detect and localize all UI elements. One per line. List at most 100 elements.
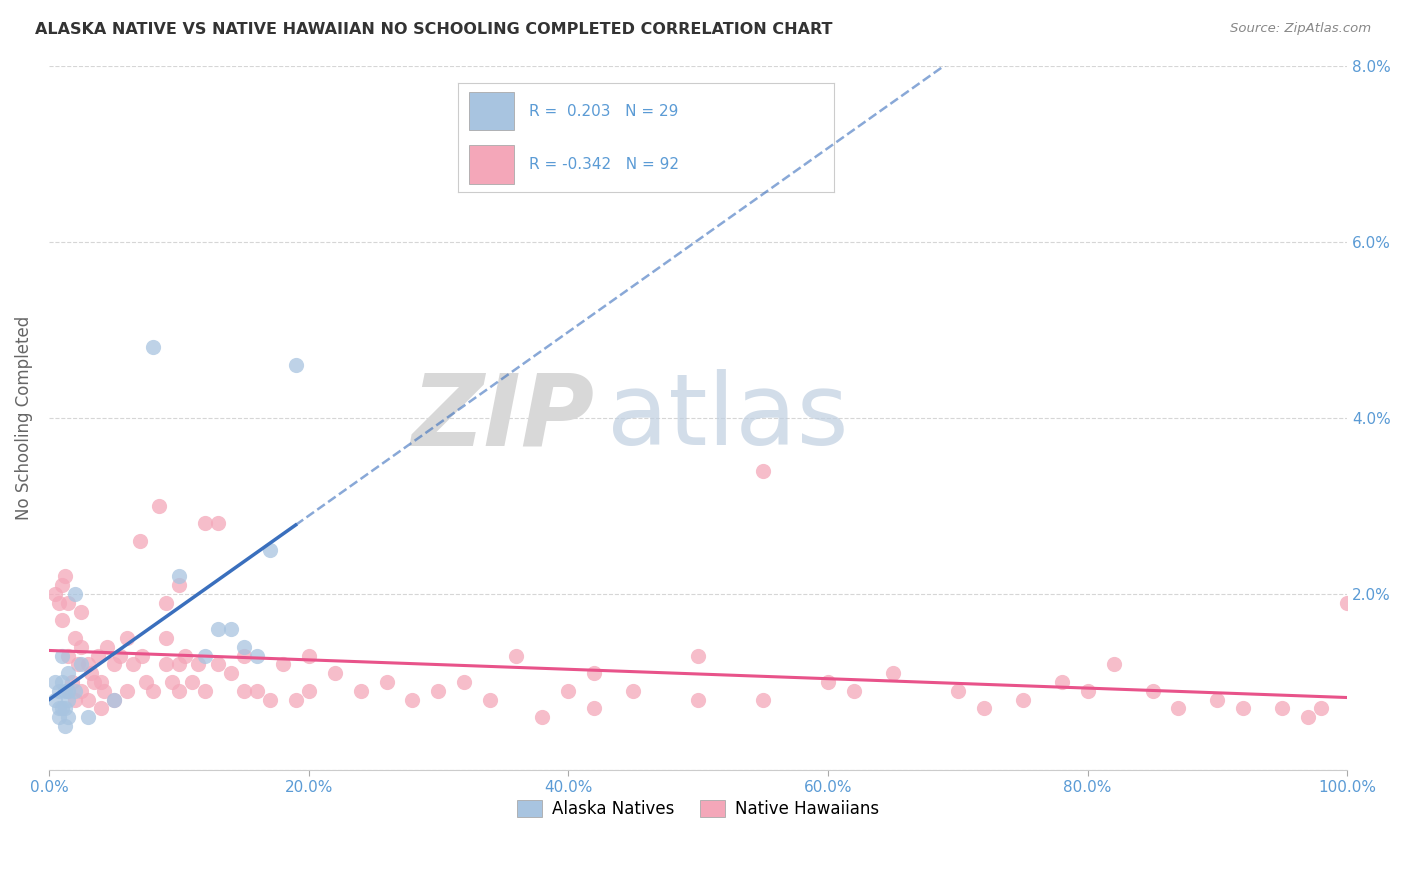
Point [48, 710, 70, 724]
Point [1142, 683, 1164, 698]
Point [115, 631, 138, 645]
Point [53, 683, 76, 698]
Point [752, 464, 775, 478]
Point [103, 692, 125, 706]
Point [531, 710, 554, 724]
Point [946, 683, 969, 698]
Point [232, 648, 254, 663]
Text: ALASKA NATIVE VS NATIVE HAWAIIAN NO SCHOOLING COMPLETED CORRELATION CHART: ALASKA NATIVE VS NATIVE HAWAIIAN NO SCHO… [35, 22, 832, 37]
Y-axis label: No Schooling Completed: No Schooling Completed [15, 316, 32, 520]
Point [155, 596, 177, 610]
Point [90, 675, 112, 690]
Text: ZIP: ZIP [411, 369, 595, 467]
Point [48, 596, 70, 610]
Point [135, 675, 157, 690]
Point [194, 516, 217, 531]
Point [63, 683, 86, 698]
Point [90, 701, 112, 715]
Point [1298, 710, 1320, 724]
Point [48, 683, 70, 698]
Point [180, 675, 202, 690]
Point [58, 648, 80, 663]
Point [1102, 657, 1125, 672]
Point [96, 640, 118, 654]
Point [77, 692, 100, 706]
Point [1167, 701, 1189, 715]
Point [155, 631, 177, 645]
Point [63, 631, 86, 645]
Legend: Alaska Natives, Native Hawaiians: Alaska Natives, Native Hawaiians [510, 794, 886, 825]
Point [246, 648, 269, 663]
Point [162, 675, 184, 690]
Point [51, 648, 73, 663]
Point [167, 657, 190, 672]
Point [505, 648, 527, 663]
Point [48, 701, 70, 715]
Point [93, 683, 115, 698]
Point [58, 683, 80, 698]
Point [44, 692, 66, 706]
Point [1011, 692, 1033, 706]
Point [207, 657, 229, 672]
Point [752, 692, 775, 706]
Point [77, 710, 100, 724]
Point [557, 683, 579, 698]
Point [167, 569, 190, 583]
Point [882, 666, 904, 681]
Point [115, 683, 138, 698]
Point [298, 648, 321, 663]
Point [53, 701, 76, 715]
Point [148, 499, 170, 513]
Point [479, 692, 502, 706]
Point [167, 683, 190, 698]
Point [155, 657, 177, 672]
Point [79, 666, 101, 681]
Point [259, 692, 281, 706]
Text: Source: ZipAtlas.com: Source: ZipAtlas.com [1230, 22, 1371, 36]
Point [58, 710, 80, 724]
Point [167, 578, 190, 592]
Point [103, 657, 125, 672]
Point [58, 683, 80, 698]
Text: atlas: atlas [607, 369, 849, 467]
Point [110, 648, 132, 663]
Point [583, 666, 606, 681]
Point [688, 648, 710, 663]
Point [194, 683, 217, 698]
Point [1271, 701, 1294, 715]
Point [44, 587, 66, 601]
Point [44, 675, 66, 690]
Point [375, 675, 398, 690]
Point [131, 648, 153, 663]
Point [70, 640, 93, 654]
Point [232, 683, 254, 698]
Point [207, 516, 229, 531]
Point [427, 683, 450, 698]
Point [194, 648, 217, 663]
Point [271, 657, 294, 672]
Point [51, 701, 73, 715]
Point [53, 719, 76, 733]
Point [246, 683, 269, 698]
Point [83, 675, 105, 690]
Point [842, 683, 865, 698]
Point [58, 666, 80, 681]
Point [63, 692, 86, 706]
Point [232, 640, 254, 654]
Point [1232, 701, 1254, 715]
Point [973, 701, 995, 715]
Point [70, 657, 93, 672]
Point [1206, 692, 1229, 706]
Point [207, 622, 229, 636]
Point [259, 542, 281, 557]
Point [58, 692, 80, 706]
Point [87, 648, 110, 663]
Point [349, 683, 371, 698]
Point [142, 683, 165, 698]
Point [1050, 675, 1073, 690]
Point [187, 657, 209, 672]
Point [284, 358, 307, 372]
Point [284, 692, 307, 706]
Point [1336, 596, 1358, 610]
Point [122, 657, 145, 672]
